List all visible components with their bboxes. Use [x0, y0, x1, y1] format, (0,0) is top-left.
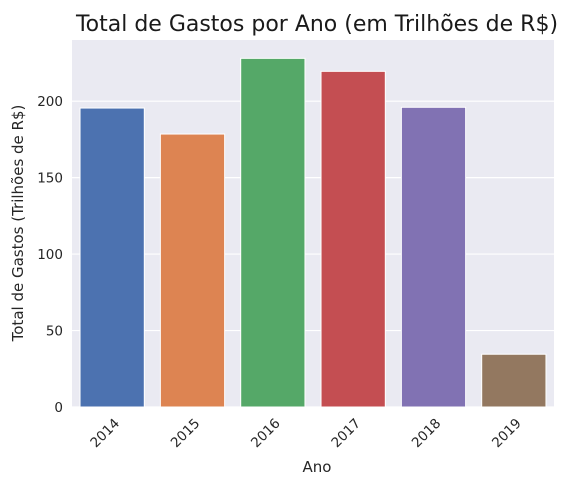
x-axis-ticks: 2014 2015 2016 2017 2018 2019 — [87, 416, 524, 452]
bar-2015 — [159, 133, 226, 408]
y-tick-label: 150 — [37, 171, 63, 187]
bar-2019 — [481, 353, 547, 408]
y-tick-label: 0 — [54, 400, 63, 416]
y-axis-label: Total de Gastos (Trilhões de R$) — [9, 105, 27, 343]
x-tick-label: 2015 — [168, 416, 204, 452]
x-tick-label: 2014 — [87, 416, 123, 452]
bar-2017 — [320, 70, 386, 408]
x-tick-label: 2017 — [328, 416, 364, 452]
bars — [79, 57, 547, 408]
gridlines — [72, 100, 554, 408]
bar-2016 — [240, 57, 306, 408]
bar-2014 — [79, 107, 145, 408]
x-axis-label: Ano — [303, 458, 332, 476]
x-tick-label: 2019 — [489, 416, 525, 452]
x-tick-label: 2018 — [409, 416, 445, 452]
y-tick-label: 100 — [37, 247, 63, 263]
chart-title: Total de Gastos por Ano (em Trilhões de … — [75, 12, 558, 37]
y-tick-label: 200 — [37, 94, 63, 110]
x-tick-label: 2016 — [248, 416, 284, 452]
y-tick-label: 50 — [46, 324, 63, 340]
y-axis-ticks: 0 50 100 150 200 — [37, 94, 63, 416]
bar-2018 — [400, 106, 467, 408]
